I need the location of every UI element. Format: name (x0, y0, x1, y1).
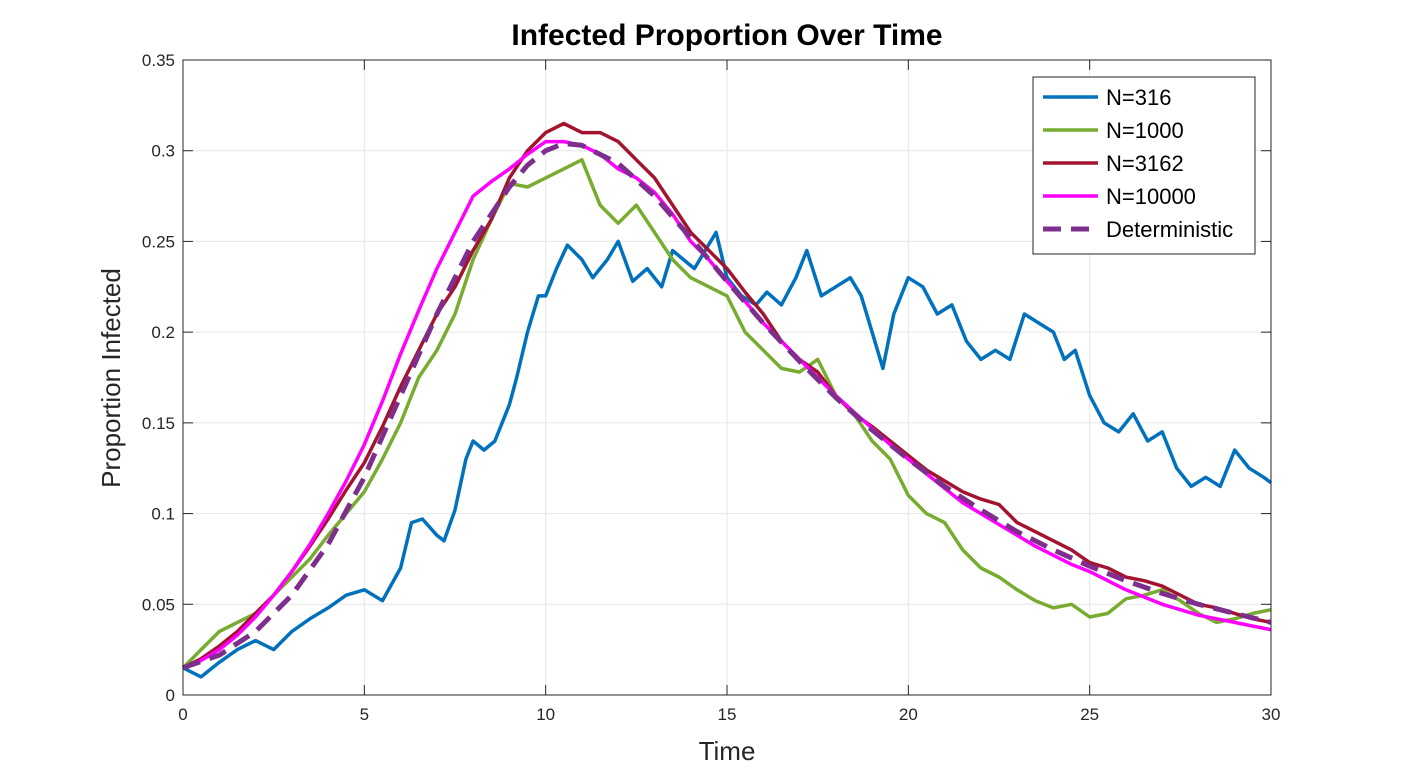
x-tick-label: 10 (536, 705, 555, 724)
y-tick-label: 0.1 (151, 505, 175, 524)
x-tick-label: 25 (1080, 705, 1099, 724)
x-tick-label: 30 (1262, 705, 1281, 724)
y-ticks: 0 0.05 0.1 0.15 0.2 0.25 0.3 0.35 (142, 51, 1271, 705)
series-line-n-1000 (181, 158, 1272, 670)
legend-label: N=3162 (1106, 151, 1184, 176)
y-tick-label: 0 (166, 686, 175, 705)
x-tick-label: 20 (899, 705, 918, 724)
x-tick-label: 0 (178, 705, 187, 724)
series-group (181, 121, 1273, 679)
x-tick-label: 5 (360, 705, 369, 724)
legend-label: N=316 (1106, 85, 1171, 110)
x-tick-label: 15 (718, 705, 737, 724)
chart-title: Infected Proportion Over Time (511, 19, 942, 52)
series-line-n-316 (182, 230, 1273, 679)
y-tick-label: 0.05 (142, 595, 175, 614)
series-line-n-10000 (182, 139, 1272, 670)
x-axis-label: Time (699, 736, 756, 766)
legend: N=316 N=1000 N=3162 N=10000 Deterministic (1032, 76, 1256, 255)
legend-label: N=10000 (1106, 184, 1196, 209)
legend-box (1032, 76, 1256, 255)
legend-label: N=1000 (1106, 118, 1184, 143)
y-axis-label: Proportion Infected (96, 268, 126, 488)
y-tick-label: 0.2 (151, 323, 175, 342)
y-tick-label: 0.25 (142, 232, 175, 251)
y-tick-label: 0.35 (142, 51, 175, 70)
y-tick-label: 0.3 (151, 142, 175, 161)
legend-label: Deterministic (1106, 217, 1233, 242)
series-line-n-3162 (182, 121, 1272, 670)
y-tick-label: 0.15 (142, 414, 175, 433)
x-ticks: 0 5 10 15 20 25 30 (178, 60, 1280, 724)
